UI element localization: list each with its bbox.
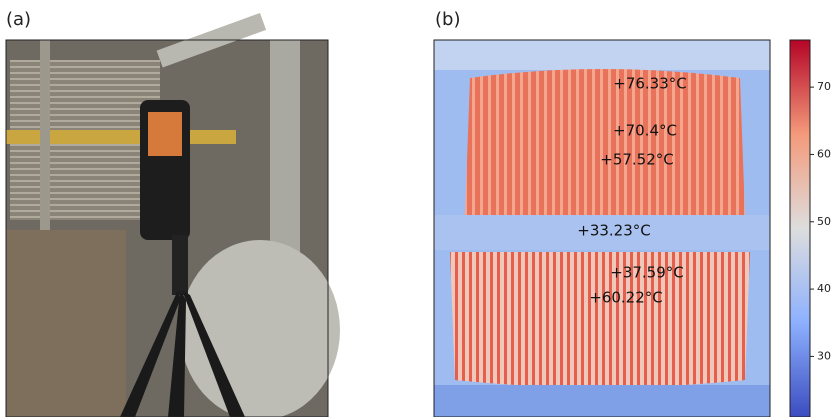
colorbar-tick-label: 70: [817, 80, 831, 93]
colorbar-tick-label: 30: [817, 349, 831, 362]
figure: (a) (b) +76.33°C +70.4°C +57.52°C +33.23°C +…: [0, 0, 837, 417]
colorbar-tick-label: 60: [817, 147, 831, 160]
annotation: +76.33°C: [613, 75, 686, 93]
annotation: +57.52°C: [600, 151, 673, 169]
annotation: +33.23°C: [577, 222, 650, 240]
colorbar-tick-label: 50: [817, 215, 831, 228]
annotation: +70.4°C: [613, 122, 677, 140]
colorbar: [790, 40, 810, 417]
panel-label: (b): [435, 9, 460, 30]
annotation: +37.59°C: [610, 264, 683, 282]
photo: [6, 13, 340, 417]
colorbar-tick-label: 40: [817, 282, 831, 295]
annotation: +60.22°C: [589, 289, 662, 307]
panel-label: (a): [6, 9, 31, 30]
